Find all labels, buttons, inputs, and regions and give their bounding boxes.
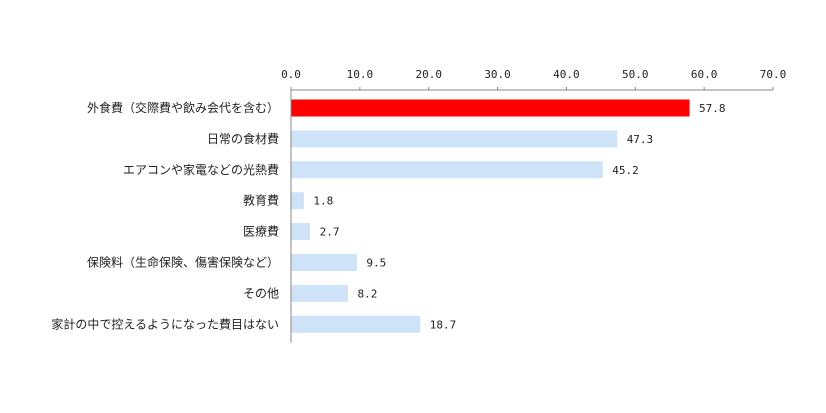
data-label: 18.7 — [430, 318, 457, 331]
data-label: 45.2 — [612, 164, 639, 177]
category-label: 外食費（交際費や飲み会代を含む） — [87, 100, 279, 115]
bar — [291, 284, 348, 302]
data-label: 57.8 — [699, 102, 726, 115]
x-tick-label: 50.0 — [622, 68, 649, 81]
x-tick-label: 60.0 — [691, 68, 718, 81]
data-label: 9.5 — [366, 257, 386, 270]
category-label: 保険料（生命保険、傷害保険など） — [87, 255, 279, 270]
value-labels: 57.8 47.3 45.2 1.8 2.7 9.5 8.2 18.7 — [313, 102, 725, 331]
category-label: 医療費 — [243, 224, 279, 239]
bar — [291, 223, 311, 241]
data-label: 1.8 — [313, 195, 333, 208]
category-label: 教育費 — [243, 193, 279, 208]
bar — [291, 254, 357, 271]
bar — [291, 161, 603, 179]
category-label: エアコンや家電などの光熱費 — [123, 162, 279, 177]
data-label: 47.3 — [627, 133, 654, 146]
bar — [291, 130, 618, 148]
category-labels: 外食費（交際費や飲み会代を含む） 日常の食材費エアコンや家電などの光熱費教育費医療… — [51, 100, 279, 331]
category-label: 家計の中で控えるようになった費目はない — [51, 316, 279, 331]
bars — [291, 99, 690, 333]
x-tick-label: 10.0 — [347, 68, 374, 81]
x-tick-label: 20.0 — [415, 68, 442, 81]
axis-layer — [290, 87, 774, 343]
x-tick-label: 0.0 — [281, 68, 301, 81]
x-tick-label: 30.0 — [484, 68, 511, 81]
bar — [291, 192, 304, 210]
bar — [291, 315, 421, 333]
bar — [291, 99, 690, 117]
category-label: その他 — [243, 286, 279, 300]
x-tick-label: 40.0 — [553, 68, 580, 81]
data-label: 2.7 — [320, 226, 340, 239]
category-label: 日常の食材費 — [207, 131, 279, 146]
x-tick-labels: 0.0 10.0 20.0 30.0 40.0 50.0 60.0 70.0 — [281, 68, 786, 81]
data-label: 8.2 — [357, 287, 377, 300]
x-tick-label: 70.0 — [760, 68, 787, 81]
